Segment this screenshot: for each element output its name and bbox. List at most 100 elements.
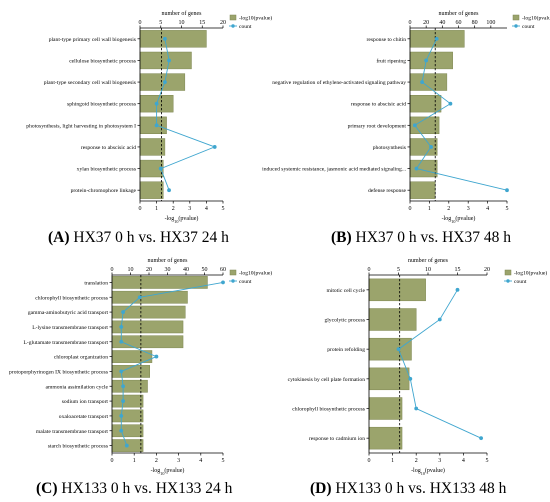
chart-c-count-point-8: [121, 384, 125, 389]
chart-b-count-point-2: [424, 58, 429, 63]
chart-a-xtick-label: 5: [222, 206, 225, 212]
chart-b-bar-4: [409, 95, 442, 113]
chart-b-bar-8: [409, 181, 436, 199]
caption-a: (A) HX37 0 h vs. HX37 24 h: [48, 229, 229, 246]
chart-c-legend-bar-label: -log10(pvalue): [239, 270, 272, 277]
chart-c-count-point-12: [124, 443, 129, 448]
chart-c-count-point-6: [154, 354, 159, 359]
chart-a-category-label: photosynthesis, light harvesting in phot…: [26, 123, 136, 129]
chart-b-legend-bar-label: -log10(pvalue): [522, 15, 550, 22]
chart-c-bar-1: [111, 276, 208, 289]
chart-d-count-point-1: [455, 287, 460, 292]
chart-b-category-label: induced systemic resistance, jasmonic ac…: [262, 167, 406, 173]
chart-d-bar-3: [368, 337, 412, 361]
chart-c-count-point-9: [121, 399, 125, 403]
chart-d-xtick-label: 4: [462, 458, 465, 464]
chart-c-category-label: L-glutamate transmembrane transport: [24, 340, 109, 346]
chart-b-legend-count-label: count: [522, 24, 535, 30]
caption-b: (B) HX37 0 h vs. HX37 48 h: [331, 229, 511, 246]
chart-d-legend-bar-label: -log10(pvalue): [514, 270, 547, 277]
chart-b-bottom-axis-title: -log10(pvalue): [442, 215, 476, 224]
chart-a-bottom-axis-title: -log10(pvalue): [165, 215, 199, 224]
chart-c-xtick-label: 1: [133, 458, 136, 464]
chart-c-svg: translation chlorophyll biosynthetic proc…: [9, 257, 272, 476]
chart-b-bar-6: [409, 138, 438, 156]
chart-a-bar-1: [139, 30, 207, 48]
chart-a-top-tick-label: 15: [199, 20, 205, 26]
chart-a-bar-6: [139, 138, 166, 156]
chart-d-bottom-axis-title: -log10(pvalue): [411, 467, 445, 476]
chart-a-top-tick-label: 0: [139, 20, 142, 26]
chart-d-top-tick-label: 0: [368, 267, 371, 273]
chart-c-category-label: chlorophyll biosynthetic process: [35, 295, 108, 301]
chart-c-count-point-5: [119, 339, 124, 344]
chart-c-top-tick-label: 0: [111, 267, 114, 273]
chart-a-category-label: sphingoid biosynthetic process: [67, 102, 136, 108]
chart-b-legend-bar-swatch: [512, 14, 520, 21]
chart-b-bar-7: [409, 159, 438, 178]
caption-d: (D) HX133 0 h vs. HX133 48 h: [310, 480, 507, 497]
chart-b-top-tick-label: 60: [456, 20, 462, 26]
chart-a-count-point-4: [154, 101, 159, 106]
chart-c-xtick-label: 3: [177, 458, 180, 464]
chart-a-category-label: protein-chromophore linkage: [71, 188, 137, 194]
chart-b-top-tick-label: 20: [423, 20, 429, 26]
chart-d-bar-6: [368, 426, 403, 450]
chart-b-legend-count-dot: [514, 24, 518, 28]
chart-a-legend-bar-swatch: [229, 14, 237, 21]
chart-c-category-label: starch biosynthetic process: [48, 444, 108, 450]
chart-d-top-tick-label: 15: [455, 267, 461, 273]
chart-b-top-tick-label: 0: [409, 20, 412, 26]
chart-d-xtick-label: 2: [415, 458, 418, 464]
chart-a-count-line: [156, 38, 216, 191]
chart-d-bar-2: [368, 308, 417, 331]
chart-d-category-label: cytokinesis by cell plate formation: [288, 376, 366, 383]
chart-b-top-tick-label: 40: [439, 20, 445, 26]
chart-d-category-label: chlorophyll biosynthetic process: [292, 407, 365, 413]
chart-a-top-tick-label: 20: [220, 20, 226, 26]
chart-a-xtick-label: 3: [188, 206, 191, 212]
chart-b-count-point-6: [429, 145, 433, 149]
chart-c-count-line: [120, 281, 224, 446]
panel-a-chart: plant-type primary cell wall biogenesis c…: [0, 0, 275, 228]
chart-b-xtick-label: 3: [467, 206, 470, 212]
chart-d-count-line: [397, 289, 482, 439]
chart-b-count-point-4: [448, 101, 453, 106]
chart-a-top-tick-label: 5: [159, 20, 162, 26]
chart-a-legend-bar-label: -log10(pvalue): [239, 15, 272, 22]
chart-c-count-point-3: [121, 310, 125, 314]
chart-c-legend-count-label: count: [239, 279, 252, 285]
chart-b-category-label: negative regulation of ethylene-activate…: [272, 79, 406, 86]
chart-b-xtick-label: 2: [447, 206, 450, 212]
chart-b-top-tick-label: 100: [486, 20, 495, 26]
chart-d-count-point-2: [437, 317, 442, 322]
chart-b-count-point-7: [414, 166, 419, 171]
chart-c-top-tick-label: 50: [202, 267, 208, 273]
chart-c-category-label: sodium ion transport: [62, 399, 109, 405]
chart-c-bar-8: [111, 379, 148, 393]
chart-a-bar-8: [139, 181, 164, 199]
panel-d-chart: mitotic cell cycle glycolytic process prot…: [275, 253, 550, 478]
chart-b-count-point-5: [412, 123, 417, 128]
chart-b-bar-3: [409, 73, 448, 91]
chart-d-category-label: response to cadmium ion: [309, 436, 365, 442]
chart-c-xtick-label: 2: [155, 458, 158, 464]
chart-b-category-label: defense response: [368, 187, 407, 194]
chart-a-svg: plant-type primary cell wall biogenesis c…: [26, 10, 272, 224]
chart-c-bar-11: [111, 424, 144, 438]
chart-a-count-point-1: [163, 36, 167, 41]
chart-d-xtick-label: 5: [486, 458, 489, 464]
chart-b-category-label: primary root development: [348, 123, 407, 129]
chart-a-category-label: plant-type primary cell wall biogenesis: [49, 37, 136, 43]
chart-c-bar-9: [111, 394, 144, 408]
chart-c-xtick-label: 5: [222, 458, 225, 464]
chart-a-category-label: plant-type secondary cell wall biogenesi…: [44, 80, 136, 86]
chart-a-top-tick-label: 10: [179, 20, 185, 26]
chart-d-legend-count-label: count: [514, 279, 527, 285]
chart-d-legend-count-dot: [506, 279, 510, 283]
chart-b-top-tick-label: 80: [472, 20, 478, 26]
chart-c-top-axis-title: number of genes: [148, 257, 189, 264]
chart-c-category-label: gamma-aminobutyric acid transport: [28, 310, 109, 316]
chart-d-count-point-5: [414, 406, 419, 411]
chart-d-top-tick-label: 5: [397, 267, 400, 273]
